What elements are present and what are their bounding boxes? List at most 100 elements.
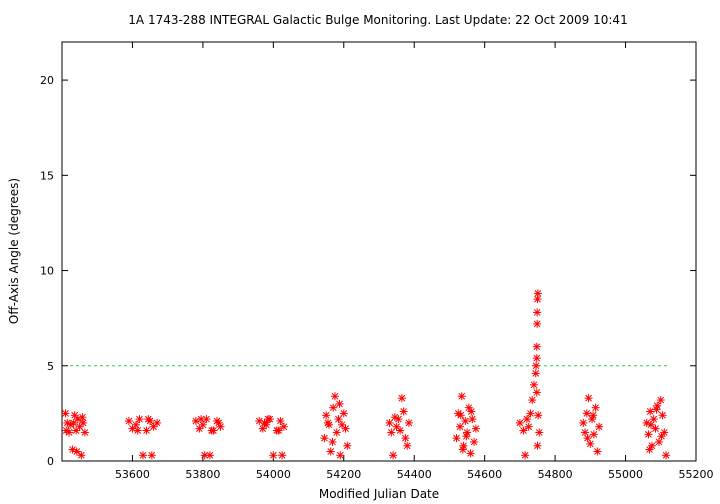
data-point (534, 411, 543, 420)
data-point (124, 417, 133, 426)
data-point (214, 418, 223, 427)
data-point (139, 451, 148, 460)
data-point (334, 415, 343, 424)
data-point (470, 437, 479, 446)
x-tick-label: 54400 (397, 468, 432, 481)
data-point (595, 422, 604, 431)
data-point (529, 380, 538, 389)
data-point (458, 445, 467, 454)
data-point (278, 451, 287, 460)
data-point (336, 451, 345, 460)
data-point (153, 418, 162, 427)
y-tick-label: 5 (47, 360, 54, 373)
data-point (72, 447, 81, 456)
x-tick-label: 53800 (185, 468, 220, 481)
data-point (531, 369, 540, 378)
data-point (329, 403, 338, 412)
data-point (61, 409, 70, 418)
data-point (591, 403, 600, 412)
data-point (656, 396, 665, 405)
x-tick-label: 55200 (679, 468, 714, 481)
data-point (452, 434, 461, 443)
data-point (579, 418, 588, 427)
data-point (532, 388, 541, 397)
data-point (142, 426, 151, 435)
data-point (456, 422, 465, 431)
y-tick-label: 20 (40, 74, 54, 87)
data-point (131, 420, 140, 429)
data-point (343, 441, 352, 450)
y-tick-label: 0 (47, 455, 54, 468)
data-point (144, 415, 153, 424)
data-point (147, 451, 156, 460)
data-point (471, 424, 480, 433)
data-point (515, 418, 524, 427)
data-point (207, 426, 216, 435)
data-point (646, 420, 655, 429)
y-tick-label: 10 (40, 265, 54, 278)
data-point (456, 411, 465, 420)
data-point (533, 289, 542, 298)
data-point (646, 407, 655, 416)
data-point (332, 428, 341, 437)
data-point (528, 396, 537, 405)
data-point (78, 413, 87, 422)
data-point (533, 308, 542, 317)
data-point (651, 424, 660, 433)
data-point (645, 445, 654, 454)
data-point (533, 319, 542, 328)
plot-frame (61, 41, 697, 462)
y-axis-label: Off-Axis Angle (degrees) (7, 178, 21, 324)
data-point (341, 424, 350, 433)
data-point (77, 451, 86, 460)
data-point (397, 394, 406, 403)
data-point (466, 449, 475, 458)
data-point (401, 434, 410, 443)
data-point (274, 426, 283, 435)
data-point (403, 441, 412, 450)
x-tick-label: 54000 (256, 468, 291, 481)
data-point (660, 428, 669, 437)
data-point (255, 417, 264, 426)
data-point (205, 451, 214, 460)
data-point (68, 445, 77, 454)
x-tick-label: 54800 (538, 468, 573, 481)
data-point (396, 426, 405, 435)
data-point (522, 415, 531, 424)
data-point (322, 411, 331, 420)
data-point (80, 428, 89, 437)
data-point (79, 418, 88, 427)
x-tick-label: 54600 (467, 468, 502, 481)
data-point (197, 415, 206, 424)
data-point (589, 411, 598, 420)
data-point (582, 409, 591, 418)
data-point (526, 409, 535, 418)
data-point (62, 426, 71, 435)
data-point (328, 437, 337, 446)
data-point (584, 394, 593, 403)
data-point (279, 422, 288, 431)
y-tick-label: 15 (40, 169, 54, 182)
data-point (339, 409, 348, 418)
data-point (532, 354, 541, 363)
data-point (532, 342, 541, 351)
x-tick-label: 54200 (326, 468, 361, 481)
data-point (652, 405, 661, 414)
data-point (658, 411, 667, 420)
data-point (135, 415, 144, 424)
data-point (583, 434, 592, 443)
data-point (404, 418, 413, 427)
data-point (589, 430, 598, 439)
chart-title: 1A 1743-288 INTEGRAL Galactic Bulge Moni… (128, 13, 627, 27)
x-axis-label: Modified Julian Date (319, 487, 439, 501)
x-tick-label: 53600 (115, 468, 150, 481)
data-point (533, 441, 542, 450)
data-point (320, 434, 329, 443)
data-point (532, 361, 541, 370)
data-point (524, 422, 533, 431)
data-point (323, 418, 332, 427)
data-point (461, 417, 470, 426)
data-point (662, 451, 671, 460)
data-point (399, 407, 408, 416)
